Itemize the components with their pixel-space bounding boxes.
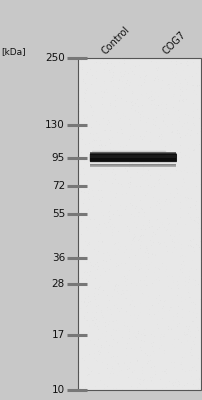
Bar bbox=[90, 166, 176, 167]
Bar bbox=[78, 58, 200, 390]
Bar bbox=[90, 164, 176, 165]
Bar bbox=[90, 161, 176, 162]
Bar bbox=[90, 158, 176, 159]
Bar bbox=[90, 159, 176, 160]
Text: 28: 28 bbox=[52, 279, 65, 289]
Text: 250: 250 bbox=[45, 53, 65, 63]
FancyBboxPatch shape bbox=[92, 151, 165, 156]
Text: 17: 17 bbox=[52, 330, 65, 340]
FancyBboxPatch shape bbox=[89, 154, 176, 162]
Text: 55: 55 bbox=[52, 209, 65, 219]
Text: 72: 72 bbox=[52, 181, 65, 191]
Text: COG7: COG7 bbox=[160, 29, 187, 56]
Bar bbox=[90, 165, 176, 166]
Bar bbox=[90, 152, 176, 153]
Text: 95: 95 bbox=[52, 153, 65, 163]
Text: [kDa]: [kDa] bbox=[1, 47, 25, 56]
Bar bbox=[90, 160, 176, 161]
Text: 10: 10 bbox=[52, 385, 65, 395]
Bar bbox=[90, 153, 176, 154]
Text: 130: 130 bbox=[45, 120, 65, 130]
Text: 36: 36 bbox=[52, 253, 65, 263]
Text: Control: Control bbox=[99, 24, 131, 56]
Bar bbox=[90, 155, 176, 156]
